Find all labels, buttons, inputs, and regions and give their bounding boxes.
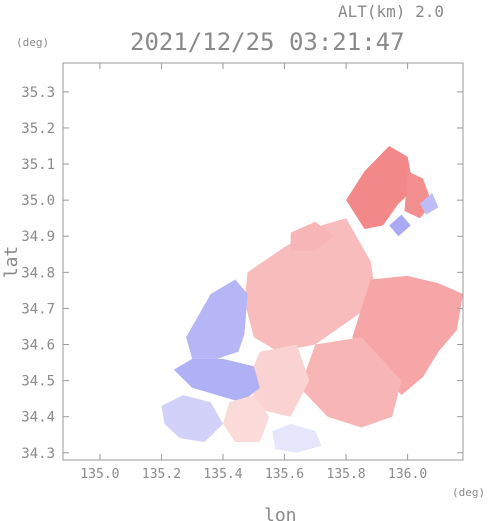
x-tick-label: 135.4 [203, 467, 242, 482]
x-unit-label: (deg) [452, 486, 485, 499]
x-axis-label: lon [264, 505, 297, 521]
echo-region-positive-7 [290, 221, 334, 251]
data-field [161, 146, 463, 453]
y-tick-label: 35.0 [21, 193, 55, 209]
echo-region-positive-1 [244, 218, 377, 352]
y-tick-label: 34.3 [21, 446, 55, 462]
altitude-label: ALT(km) 2.0 [338, 2, 444, 21]
y-tick-label: 35.1 [21, 157, 55, 173]
echo-region-positive-11 [223, 395, 270, 442]
y-tick-label: 35.2 [21, 121, 55, 137]
x-tick-label: 135.8 [327, 467, 366, 482]
y-unit-label: (deg) [16, 36, 49, 49]
y-tick-label: 35.3 [21, 85, 55, 101]
echo-region-positive-5 [299, 337, 402, 428]
y-tick-label: 34.7 [21, 301, 55, 317]
x-tick-label: 135.2 [142, 467, 181, 482]
echo-region-negative-13 [389, 214, 411, 237]
echo-region-negative-10 [161, 395, 223, 442]
plot-frame [62, 62, 464, 461]
echo-region-negative-9 [173, 358, 260, 403]
timestamp-label: 2021/12/25 03:21:47 [130, 28, 405, 56]
y-tick-label: 34.6 [21, 338, 55, 354]
x-tick-label: 135.0 [80, 467, 119, 482]
echo-region-negative-12 [272, 423, 322, 453]
x-tick-label: 135.6 [265, 467, 304, 482]
echo-region-positive-2 [346, 146, 414, 229]
x-axis: 135.0 135.2 135.4 135.6 135.8 136.0 [80, 63, 427, 482]
y-tick-label: 34.5 [21, 374, 55, 390]
y-tick-label: 34.8 [21, 265, 55, 281]
echo-region-negative-8 [186, 279, 248, 359]
echo-region-positive-6 [247, 344, 310, 417]
y-tick-label: 34.4 [21, 410, 55, 426]
echo-region-negative-14 [419, 192, 439, 215]
y-axis: 34.3 34.4 34.5 34.6 34.7 34.8 34.9 35.0 35.1 35.2… [21, 85, 463, 462]
y-tick-label: 34.9 [21, 229, 55, 245]
y-axis-label: lat [1, 246, 22, 279]
x-tick-label: 136.0 [388, 467, 427, 482]
